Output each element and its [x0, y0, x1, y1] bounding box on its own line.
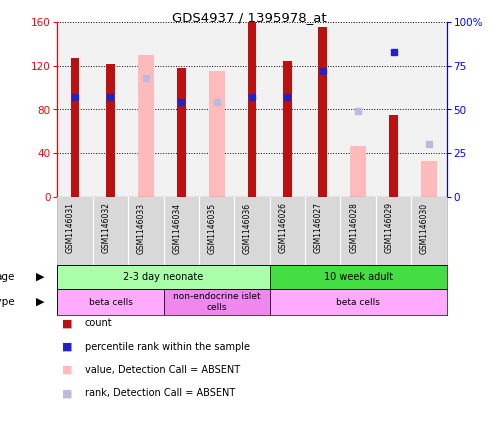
- Text: value, Detection Call = ABSENT: value, Detection Call = ABSENT: [85, 365, 240, 375]
- Text: GSM1146029: GSM1146029: [385, 203, 394, 253]
- Text: 10 week adult: 10 week adult: [323, 272, 393, 282]
- Bar: [57, 289, 164, 315]
- Bar: [350, 146, 366, 197]
- Text: age: age: [0, 272, 15, 282]
- Bar: [209, 71, 225, 197]
- Bar: [248, 22, 256, 197]
- Bar: [106, 63, 115, 197]
- Text: GSM1146026: GSM1146026: [278, 203, 287, 253]
- Text: GDS4937 / 1395978_at: GDS4937 / 1395978_at: [172, 11, 327, 24]
- Bar: [57, 265, 269, 289]
- Text: ■: ■: [62, 388, 73, 398]
- Text: GSM1146035: GSM1146035: [208, 203, 217, 253]
- Text: GSM1146030: GSM1146030: [420, 203, 429, 253]
- Bar: [269, 289, 447, 315]
- Text: count: count: [85, 319, 112, 329]
- Text: ▶: ▶: [35, 272, 44, 282]
- Text: ■: ■: [62, 365, 73, 375]
- Text: beta cells: beta cells: [336, 297, 380, 307]
- Bar: [318, 27, 327, 197]
- Bar: [283, 61, 292, 197]
- Bar: [71, 58, 79, 197]
- Text: rank, Detection Call = ABSENT: rank, Detection Call = ABSENT: [85, 388, 235, 398]
- Text: GSM1146036: GSM1146036: [243, 203, 252, 253]
- Text: beta cells: beta cells: [88, 297, 132, 307]
- Bar: [164, 289, 269, 315]
- Text: GSM1146033: GSM1146033: [137, 203, 146, 253]
- Text: non-endocrine islet
cells: non-endocrine islet cells: [173, 292, 260, 312]
- Text: ▶: ▶: [35, 297, 44, 307]
- Bar: [177, 68, 186, 197]
- Text: ■: ■: [62, 342, 73, 352]
- Text: GSM1146031: GSM1146031: [66, 203, 75, 253]
- Text: GSM1146032: GSM1146032: [101, 203, 110, 253]
- Text: percentile rank within the sample: percentile rank within the sample: [85, 342, 250, 352]
- Text: cell type: cell type: [0, 297, 15, 307]
- Bar: [138, 55, 154, 197]
- Text: GSM1146034: GSM1146034: [172, 203, 181, 253]
- Text: 2-3 day neonate: 2-3 day neonate: [123, 272, 204, 282]
- Text: GSM1146028: GSM1146028: [349, 203, 358, 253]
- Bar: [421, 161, 437, 197]
- Bar: [389, 115, 398, 197]
- Bar: [269, 265, 447, 289]
- Text: GSM1146027: GSM1146027: [314, 203, 323, 253]
- Text: ■: ■: [62, 319, 73, 329]
